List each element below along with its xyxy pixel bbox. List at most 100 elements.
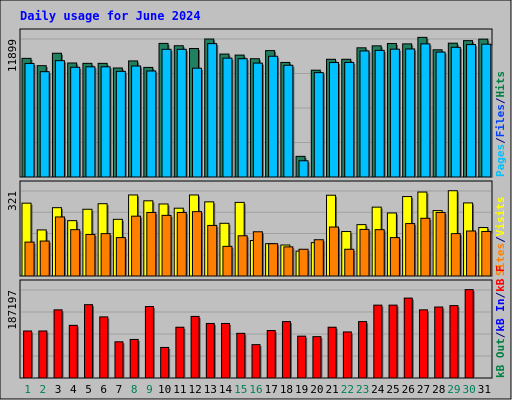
bar-kb-f bbox=[373, 304, 383, 379]
bar-kb-f bbox=[358, 321, 368, 379]
day-label: 3 bbox=[55, 383, 62, 396]
bar-files bbox=[237, 58, 248, 178]
x-axis-day-labels: 1 2 3 4 5 6 7 8 9 10 11 12 13 14 15 16 17 18 19 20 21 22 23 24 2… bbox=[24, 383, 491, 396]
bar-kb-f bbox=[281, 321, 291, 379]
bar-files bbox=[450, 46, 461, 178]
bar-sites bbox=[466, 230, 477, 277]
bar-files bbox=[420, 43, 431, 178]
bar-files bbox=[39, 71, 50, 178]
bar-files bbox=[70, 66, 81, 178]
y-axis-max-label: 11899 bbox=[6, 39, 19, 72]
day-label: 24 bbox=[371, 383, 385, 396]
day-label: 19 bbox=[295, 383, 308, 396]
bar-files bbox=[115, 70, 126, 178]
bar-sites bbox=[405, 223, 416, 277]
legend-entry: Hits bbox=[494, 71, 507, 98]
side-legend: kB Out/kB In/kB F bbox=[494, 265, 507, 378]
legend-entry: Pages bbox=[494, 144, 507, 177]
day-label: 21 bbox=[326, 383, 339, 396]
bar-files bbox=[207, 43, 218, 178]
bar-sites bbox=[252, 231, 263, 277]
bar-sites bbox=[268, 243, 279, 277]
legend-entry: Files bbox=[494, 104, 507, 137]
side-legend: Sites/Visits bbox=[494, 197, 507, 277]
bar-files bbox=[100, 66, 111, 178]
bar-files bbox=[283, 64, 294, 178]
day-label: 28 bbox=[432, 383, 445, 396]
day-label: 6 bbox=[100, 383, 107, 396]
bar-kb-f bbox=[53, 309, 63, 379]
bar-files bbox=[161, 48, 172, 178]
bar-sites bbox=[207, 224, 218, 277]
y-axis-max-label: 187197 bbox=[6, 290, 19, 330]
bar-kb-f bbox=[129, 338, 139, 379]
legend-entry: / bbox=[494, 236, 507, 243]
day-label: 9 bbox=[146, 383, 153, 396]
legend-entry: Visits bbox=[494, 197, 507, 237]
day-label: 23 bbox=[356, 383, 369, 396]
bar-files bbox=[252, 62, 263, 178]
day-label: 25 bbox=[386, 383, 399, 396]
day-label: 22 bbox=[341, 383, 354, 396]
bar-kb-f bbox=[403, 297, 413, 379]
bar-sites bbox=[481, 231, 492, 277]
bar-sites bbox=[176, 211, 187, 277]
chart-panels: 11899Pages/Files/Hits321Sites/Visits1871… bbox=[6, 28, 507, 379]
legend-entry: kB In bbox=[494, 299, 507, 332]
day-label: 2 bbox=[40, 383, 47, 396]
bar-kb-f bbox=[84, 304, 94, 379]
bar-kb-f bbox=[68, 324, 78, 379]
bar-kb-f bbox=[464, 289, 474, 379]
bar-sites bbox=[131, 215, 142, 277]
bar-sites bbox=[359, 228, 370, 277]
bar-sites bbox=[298, 248, 309, 277]
bar-files bbox=[405, 48, 416, 178]
bar-files bbox=[481, 43, 492, 178]
day-label: 18 bbox=[280, 383, 293, 396]
legend-entry: / bbox=[494, 292, 507, 299]
bar-files bbox=[298, 160, 309, 178]
bar-sites bbox=[85, 233, 96, 277]
bar-kb-f bbox=[99, 316, 109, 379]
day-label: 16 bbox=[249, 383, 262, 396]
bar-sites bbox=[39, 240, 50, 277]
bar-kb-f bbox=[312, 336, 322, 379]
bar-sites bbox=[329, 226, 340, 277]
bar-kb-f bbox=[38, 330, 48, 379]
bar-files bbox=[268, 55, 279, 178]
bar-sites bbox=[283, 246, 294, 277]
bar-sites bbox=[389, 237, 400, 277]
legend-entry: kB Out bbox=[494, 338, 507, 378]
day-label: 1 bbox=[24, 383, 31, 396]
bar-kb-f bbox=[327, 326, 337, 379]
bar-sites bbox=[54, 216, 65, 277]
legend-entry: / bbox=[494, 331, 507, 338]
legend-entry: kB F bbox=[494, 265, 507, 292]
day-label: 15 bbox=[234, 383, 247, 396]
day-label: 5 bbox=[85, 383, 92, 396]
bar-kb-f bbox=[175, 326, 185, 379]
day-label: 8 bbox=[131, 383, 138, 396]
bar-sites bbox=[222, 245, 233, 277]
bar-sites bbox=[161, 214, 172, 277]
side-legend: Pages/Files/Hits bbox=[494, 71, 507, 177]
bar-kb-f bbox=[114, 341, 124, 379]
bar-files bbox=[176, 48, 187, 178]
bar-sites bbox=[313, 239, 324, 277]
day-label: 11 bbox=[173, 383, 186, 396]
bar-files bbox=[329, 62, 340, 178]
bar-sites bbox=[146, 211, 157, 277]
legend-entry: / bbox=[494, 137, 507, 144]
bar-files bbox=[85, 66, 96, 178]
day-label: 7 bbox=[116, 383, 123, 396]
bar-kb-f bbox=[205, 322, 215, 379]
bar-kb-f bbox=[221, 322, 231, 379]
y-axis-max-label: 321 bbox=[6, 191, 19, 211]
day-label: 31 bbox=[478, 383, 491, 396]
bar-files bbox=[359, 50, 370, 178]
day-label: 26 bbox=[402, 383, 415, 396]
bar-sites bbox=[191, 211, 202, 277]
legend-entry: Sites bbox=[494, 243, 507, 276]
